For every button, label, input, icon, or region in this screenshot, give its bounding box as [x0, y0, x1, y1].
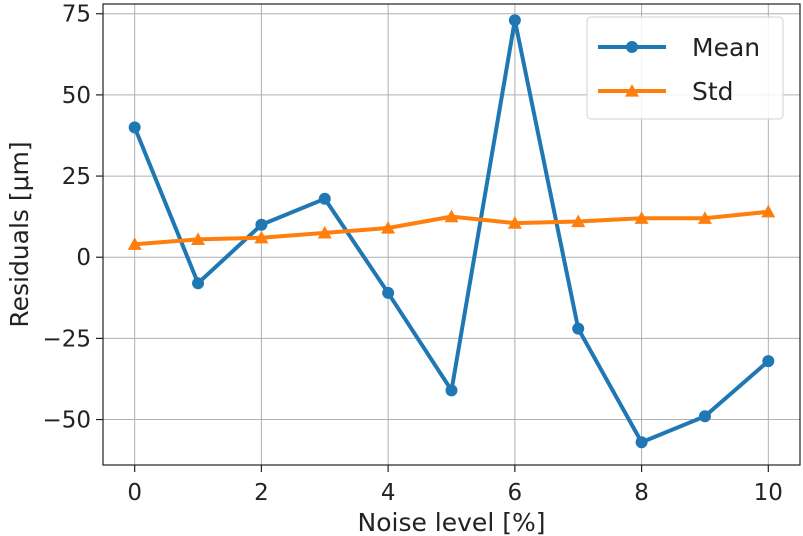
- std-point: [254, 230, 269, 244]
- axis-ticks: 0 2 4 6 8 10 −50 −25 0 25 50 75: [42, 2, 783, 506]
- x-tick-label: 10: [754, 480, 783, 506]
- y-tick-label: 0: [76, 245, 91, 271]
- legend-marker-std: [625, 84, 639, 97]
- std-point: [317, 225, 332, 239]
- y-tick-label: 25: [62, 164, 91, 190]
- x-tick-label: 2: [254, 480, 269, 506]
- std-point: [697, 211, 712, 224]
- std-point: [127, 237, 142, 250]
- std-point: [571, 214, 586, 228]
- mean-point: [445, 384, 458, 397]
- x-tick-label: 0: [127, 480, 142, 506]
- y-axis-label: Residuals [μm]: [5, 141, 34, 327]
- std-point: [381, 221, 396, 234]
- mean-point: [128, 121, 141, 134]
- y-tick-label: −50: [42, 408, 91, 434]
- std-point: [191, 232, 206, 245]
- mean-point: [572, 322, 585, 335]
- series-std: [127, 204, 776, 250]
- mean-point: [762, 355, 775, 368]
- std-point: [444, 209, 459, 223]
- mean-point: [318, 192, 331, 205]
- legend-marker-mean: [626, 41, 638, 53]
- legend-label-mean: Mean: [692, 33, 760, 62]
- y-tick-label: 75: [62, 2, 91, 28]
- series-layer: [127, 14, 776, 449]
- x-tick-label: 8: [634, 480, 649, 506]
- series-mean: [128, 14, 775, 449]
- legend: Mean Std: [586, 16, 784, 120]
- std-point: [634, 211, 649, 224]
- x-tick-label: 4: [381, 480, 396, 506]
- x-axis-label: Noise level [%]: [358, 508, 546, 536]
- y-tick-label: 50: [62, 83, 91, 109]
- std-point: [761, 204, 776, 218]
- legend-label-std: Std: [692, 77, 734, 106]
- y-tick-label: −25: [42, 326, 91, 352]
- mean-point: [192, 277, 205, 290]
- mean-point: [255, 218, 268, 231]
- mean-point: [382, 286, 395, 299]
- x-tick-label: 6: [508, 480, 523, 506]
- mean-point: [508, 14, 521, 27]
- std-point: [507, 216, 522, 229]
- plot-frame: [102, 3, 801, 466]
- mean-point: [635, 436, 648, 449]
- mean-point: [698, 410, 711, 423]
